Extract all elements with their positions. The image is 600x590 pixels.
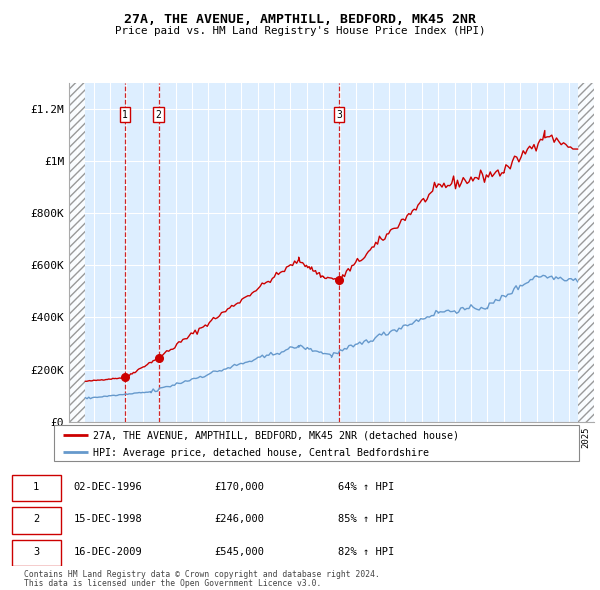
Text: Price paid vs. HM Land Registry's House Price Index (HPI): Price paid vs. HM Land Registry's House …	[115, 26, 485, 36]
Text: This data is licensed under the Open Government Licence v3.0.: This data is licensed under the Open Gov…	[24, 579, 322, 588]
Text: 2: 2	[155, 110, 161, 120]
Text: 2: 2	[33, 514, 39, 525]
Text: 15-DEC-1998: 15-DEC-1998	[74, 514, 142, 525]
Text: £545,000: £545,000	[215, 547, 265, 557]
Text: £170,000: £170,000	[215, 481, 265, 491]
Text: 82% ↑ HPI: 82% ↑ HPI	[338, 547, 394, 557]
Text: 64% ↑ HPI: 64% ↑ HPI	[338, 481, 394, 491]
Text: 1: 1	[122, 110, 128, 120]
FancyBboxPatch shape	[12, 475, 61, 501]
Text: 16-DEC-2009: 16-DEC-2009	[74, 547, 142, 557]
Text: 1: 1	[33, 481, 39, 491]
FancyBboxPatch shape	[12, 540, 61, 566]
Text: 02-DEC-1996: 02-DEC-1996	[74, 481, 142, 491]
Text: 27A, THE AVENUE, AMPTHILL, BEDFORD, MK45 2NR: 27A, THE AVENUE, AMPTHILL, BEDFORD, MK45…	[124, 13, 476, 26]
Text: £246,000: £246,000	[215, 514, 265, 525]
FancyBboxPatch shape	[12, 507, 61, 534]
Bar	[578, 83, 594, 422]
Bar	[69, 83, 85, 422]
Text: 3: 3	[336, 110, 342, 120]
Text: 27A, THE AVENUE, AMPTHILL, BEDFORD, MK45 2NR (detached house): 27A, THE AVENUE, AMPTHILL, BEDFORD, MK45…	[94, 430, 460, 440]
Text: 85% ↑ HPI: 85% ↑ HPI	[338, 514, 394, 525]
Text: Contains HM Land Registry data © Crown copyright and database right 2024.: Contains HM Land Registry data © Crown c…	[24, 570, 380, 579]
Text: HPI: Average price, detached house, Central Bedfordshire: HPI: Average price, detached house, Cent…	[94, 448, 430, 458]
Text: 3: 3	[33, 547, 39, 557]
